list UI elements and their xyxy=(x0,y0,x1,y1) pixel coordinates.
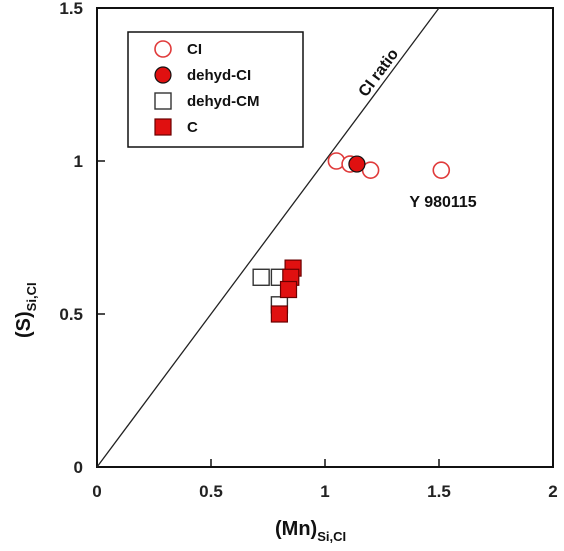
y-tick-label: 0 xyxy=(74,458,83,477)
legend-marker xyxy=(154,66,172,84)
legend: CI dehyd-CI dehyd-CM C xyxy=(127,31,304,148)
data-point xyxy=(252,268,270,286)
x-tick-label: 2 xyxy=(548,482,557,501)
legend-marker xyxy=(154,118,172,136)
data-point xyxy=(348,155,366,173)
x-tick-label: 1.5 xyxy=(427,482,451,501)
legend-label: dehyd-CI xyxy=(187,67,251,84)
data-point xyxy=(432,161,451,179)
data-point xyxy=(270,305,288,323)
legend-marker xyxy=(154,92,172,110)
data-point xyxy=(279,280,298,299)
data-points xyxy=(252,152,451,323)
y-axis-title-main: (S) xyxy=(13,311,35,338)
legend-items: CI dehyd-CI dehyd-CM C xyxy=(154,40,260,136)
x-axis-title-main: (Mn) xyxy=(275,518,317,540)
x-tick-label: 0.5 xyxy=(199,482,223,501)
y-tick-label: 1.5 xyxy=(59,0,83,18)
annotation-y980115: Y 980115 xyxy=(409,194,476,211)
legend-marker xyxy=(154,40,172,58)
y-axis-title-sub: Si,CI xyxy=(24,282,39,311)
y-tick-label: 0.5 xyxy=(59,305,83,324)
x-axis-title: (Mn)Si,CI xyxy=(275,518,346,544)
x-tick-label: 0 xyxy=(92,482,101,501)
y-tick-label: 1 xyxy=(74,152,83,171)
legend-label: dehyd-CM xyxy=(187,93,260,110)
x-axis-title-sub: Si,CI xyxy=(317,529,346,544)
legend-label: CI xyxy=(187,41,202,58)
legend-label: C xyxy=(187,119,198,136)
ci-ratio-label: CI ratio xyxy=(356,46,403,101)
x-tick-label: 1 xyxy=(320,482,329,501)
y-axis-title: (S)Si,CI xyxy=(13,282,39,338)
axis-ticks: 0 0.5 1 1.5 2 0 0.5 1 1.5 xyxy=(59,0,557,501)
ci-ratio-line xyxy=(96,7,440,468)
